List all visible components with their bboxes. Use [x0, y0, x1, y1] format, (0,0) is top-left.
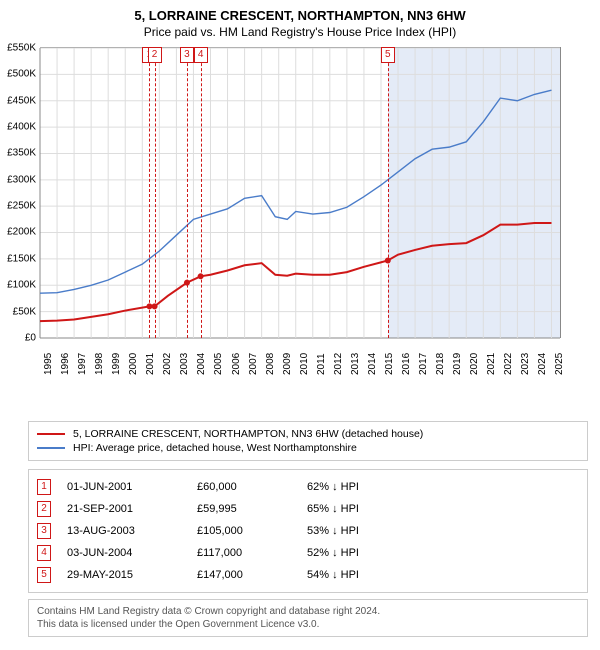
xtick-label: 1997: [77, 353, 88, 375]
marker-vline: [149, 48, 150, 338]
row-price: £105,000: [197, 525, 307, 537]
table-row: 5 29-MAY-2015£147,00054% ↓ HPI: [37, 564, 579, 586]
ytick-label: £550K: [0, 42, 36, 53]
legend-label: HPI: Average price, detached house, West…: [73, 442, 357, 454]
row-price: £117,000: [197, 547, 307, 559]
ytick-label: £150K: [0, 253, 36, 264]
chart: £0£50K£100K£150K£200K£250K£300K£350K£400…: [40, 47, 600, 377]
xtick-label: 2017: [418, 353, 429, 375]
xtick-label: 2004: [196, 353, 207, 375]
xtick-label: 2012: [333, 353, 344, 375]
xtick-label: 2016: [401, 353, 412, 375]
xtick-label: 1995: [43, 353, 54, 375]
marker-vline: [201, 48, 202, 338]
row-date: 29-MAY-2015: [67, 569, 197, 581]
xtick-label: 2009: [282, 353, 293, 375]
ytick-label: £50K: [0, 306, 36, 317]
xtick-label: 2011: [316, 353, 327, 375]
row-marker: 1: [37, 479, 51, 495]
xtick-label: 2021: [486, 353, 497, 375]
xtick-label: 2003: [179, 353, 190, 375]
ytick-label: £300K: [0, 174, 36, 185]
xtick-label: 2019: [452, 353, 463, 375]
xtick-label: 2015: [384, 353, 395, 375]
row-delta: 62% ↓ HPI: [307, 481, 427, 493]
xtick-label: 2023: [520, 353, 531, 375]
marker-number: 2: [148, 47, 162, 63]
plot-svg: [40, 48, 560, 338]
marker-vline: [388, 48, 389, 338]
legend-swatch: [37, 447, 65, 449]
footer-text-1: Contains HM Land Registry data © Crown c…: [37, 605, 579, 618]
row-delta: 54% ↓ HPI: [307, 569, 427, 581]
marker-vline: [187, 48, 188, 338]
row-price: £59,995: [197, 503, 307, 515]
xtick-label: 2007: [248, 353, 259, 375]
xtick-label: 2020: [469, 353, 480, 375]
xtick-label: 2013: [350, 353, 361, 375]
ytick-label: £200K: [0, 227, 36, 238]
legend-label: 5, LORRAINE CRESCENT, NORTHAMPTON, NN3 6…: [73, 428, 423, 440]
ytick-label: £350K: [0, 148, 36, 159]
footer: Contains HM Land Registry data © Crown c…: [28, 599, 588, 637]
xtick-label: 2006: [231, 353, 242, 375]
table-row: 3 13-AUG-2003£105,00053% ↓ HPI: [37, 520, 579, 542]
table-row: 1 01-JUN-2001£60,00062% ↓ HPI: [37, 476, 579, 498]
legend: 5, LORRAINE CRESCENT, NORTHAMPTON, NN3 6…: [28, 421, 588, 461]
table-row: 4 03-JUN-2004£117,00052% ↓ HPI: [37, 542, 579, 564]
footer-text-2: This data is licensed under the Open Gov…: [37, 618, 579, 631]
row-price: £60,000: [197, 481, 307, 493]
xtick-label: 2018: [435, 353, 446, 375]
legend-item: HPI: Average price, detached house, West…: [37, 441, 579, 455]
row-date: 13-AUG-2003: [67, 525, 197, 537]
xtick-label: 2005: [213, 353, 224, 375]
xtick-label: 2022: [503, 353, 514, 375]
row-date: 21-SEP-2001: [67, 503, 197, 515]
marker-number: 5: [381, 47, 395, 63]
xtick-label: 1996: [60, 353, 71, 375]
row-delta: 52% ↓ HPI: [307, 547, 427, 559]
table-row: 2 21-SEP-2001£59,99565% ↓ HPI: [37, 498, 579, 520]
xtick-label: 2001: [145, 353, 156, 375]
ytick-label: £100K: [0, 280, 36, 291]
page-subtitle: Price paid vs. HM Land Registry's House …: [0, 25, 600, 43]
row-price: £147,000: [197, 569, 307, 581]
ytick-label: £400K: [0, 121, 36, 132]
xtick-label: 2000: [128, 353, 139, 375]
row-date: 03-JUN-2004: [67, 547, 197, 559]
xtick-label: 2010: [299, 353, 310, 375]
legend-item: 5, LORRAINE CRESCENT, NORTHAMPTON, NN3 6…: [37, 427, 579, 441]
row-date: 01-JUN-2001: [67, 481, 197, 493]
legend-swatch: [37, 433, 65, 435]
marker-vline: [155, 48, 156, 338]
marker-number: 4: [194, 47, 208, 63]
ytick-label: £450K: [0, 95, 36, 106]
marker-number: 3: [180, 47, 194, 63]
row-delta: 65% ↓ HPI: [307, 503, 427, 515]
xtick-label: 1999: [111, 353, 122, 375]
xtick-label: 2025: [554, 353, 565, 375]
row-delta: 53% ↓ HPI: [307, 525, 427, 537]
xtick-label: 1998: [94, 353, 105, 375]
row-marker: 4: [37, 545, 51, 561]
row-marker: 5: [37, 567, 51, 583]
xtick-label: 2008: [265, 353, 276, 375]
xtick-label: 2002: [162, 353, 173, 375]
page-title: 5, LORRAINE CRESCENT, NORTHAMPTON, NN3 6…: [0, 0, 600, 25]
ytick-label: £250K: [0, 201, 36, 212]
ytick-label: £500K: [0, 69, 36, 80]
row-marker: 2: [37, 501, 51, 517]
xtick-label: 2014: [367, 353, 378, 375]
row-marker: 3: [37, 523, 51, 539]
xtick-label: 2024: [537, 353, 548, 375]
plot-area: £0£50K£100K£150K£200K£250K£300K£350K£400…: [40, 47, 561, 338]
transaction-table: 1 01-JUN-2001£60,00062% ↓ HPI 2 21-SEP-2001…: [28, 469, 588, 593]
ytick-label: £0: [0, 332, 36, 343]
